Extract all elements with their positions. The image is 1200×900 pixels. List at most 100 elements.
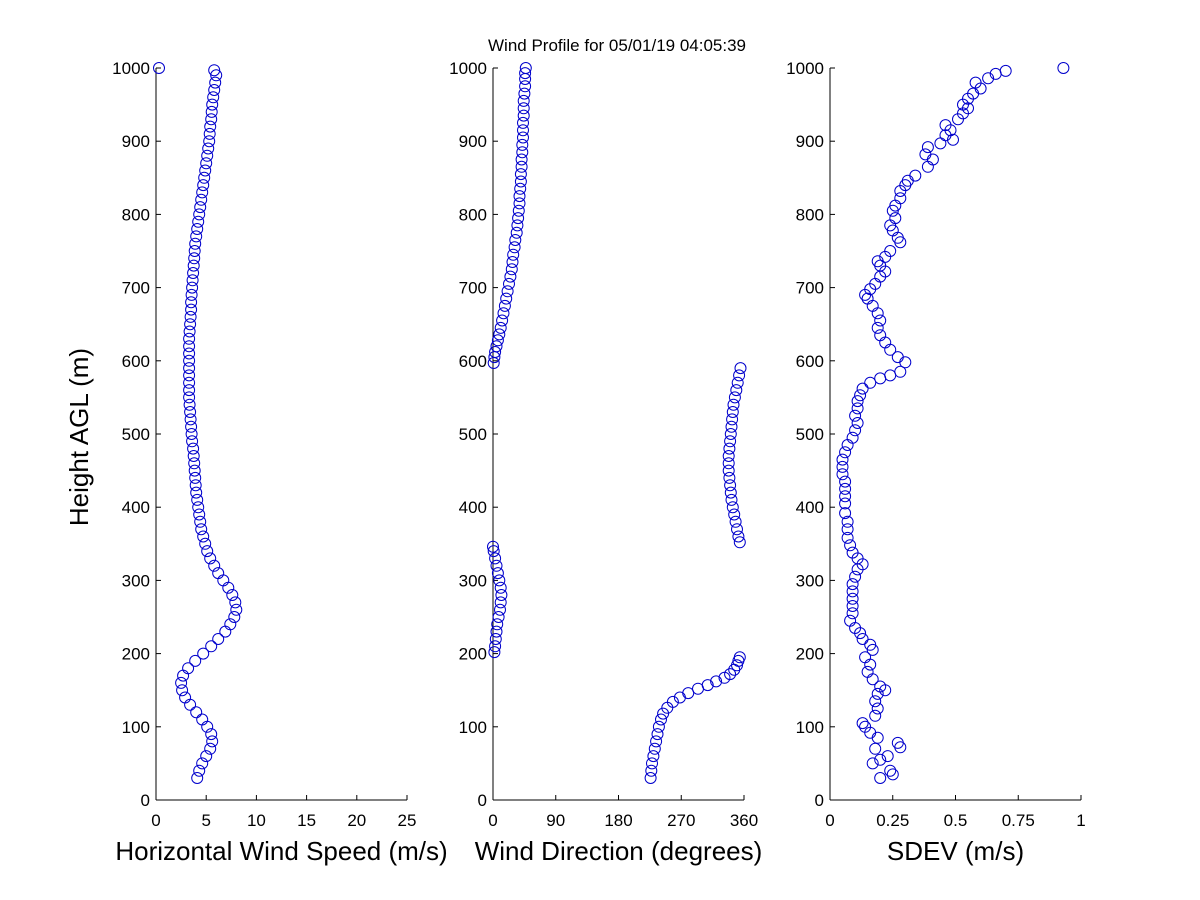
wind-direction-data-point <box>491 567 504 580</box>
wind-speed-y-tick-label: 100 <box>122 718 150 737</box>
wind-direction-data-point <box>722 457 735 470</box>
sdev-y-tick-label: 800 <box>796 205 824 224</box>
wind-direction-data-point <box>722 464 735 477</box>
wind-speed-data-point <box>183 332 196 345</box>
wind-direction-data-point <box>501 285 514 298</box>
wind-speed-data-point <box>208 64 221 77</box>
sdev-data-point <box>871 702 884 715</box>
wind-speed-data-point <box>186 435 199 448</box>
wind-speed-data-point <box>205 105 218 118</box>
sdev-data-point <box>921 141 934 154</box>
wind-direction-data-point <box>724 479 737 492</box>
sdev-data-point <box>869 742 882 755</box>
wind-direction-data-point <box>701 679 714 692</box>
wind-speed-data-point <box>191 493 204 506</box>
wind-speed-data-point <box>182 662 195 675</box>
sdev-data-point <box>839 507 852 520</box>
wind-speed-data-point <box>196 713 209 726</box>
sdev-x-tick-label: 0.5 <box>944 811 968 830</box>
wind-direction-data-point <box>490 625 503 638</box>
sdev-data-point <box>884 764 897 777</box>
wind-direction-data-point <box>489 552 502 565</box>
wind-direction-data-point <box>514 168 527 181</box>
wind-speed-data-point <box>200 157 213 170</box>
sdev-y-tick-label: 400 <box>796 498 824 517</box>
wind-speed-x-tick-label: 5 <box>201 811 210 830</box>
sdev-data-point <box>864 638 877 651</box>
sdev-data-point <box>844 539 857 552</box>
wind-speed-data-point <box>196 186 209 199</box>
sdev-data-point <box>871 255 884 268</box>
sdev-data-point <box>886 768 899 781</box>
wind-direction-data-point <box>648 742 661 755</box>
wind-speed-data-point <box>208 84 221 96</box>
wind-direction-data-point <box>493 328 506 341</box>
wind-direction-data-point <box>489 633 502 645</box>
wind-direction-data-point <box>497 307 510 320</box>
wind-direction-data-point <box>731 376 744 389</box>
sdev-data-point <box>969 76 982 89</box>
wind-direction-y-tick-label: 800 <box>459 205 487 224</box>
sdev-data-point <box>874 314 887 327</box>
wind-speed-data-point <box>184 413 197 426</box>
wind-speed-data-point <box>188 252 201 265</box>
wind-direction-data-point <box>516 138 529 151</box>
wind-direction-data-point <box>724 435 737 448</box>
wind-direction-data-point <box>496 314 509 327</box>
wind-speed-y-tick-label: 800 <box>122 205 150 224</box>
wind-speed-data-point <box>190 486 203 499</box>
sdev-data-point <box>889 212 902 225</box>
wind-speed-data-point <box>197 647 210 660</box>
sdev-data-point <box>874 753 887 766</box>
wind-direction-data-point <box>728 508 741 521</box>
wind-direction-data-point <box>517 94 530 107</box>
sdev-y-tick-label: 0 <box>815 791 824 810</box>
sdev-data-point <box>844 614 857 627</box>
wind-direction-data-point <box>494 603 506 616</box>
sdev-y-tick-label: 700 <box>796 279 824 298</box>
wind-speed-data-point <box>189 654 202 667</box>
wind-speed-data-point <box>188 245 201 257</box>
wind-direction-data-point <box>725 493 738 506</box>
wind-speed-data-point <box>203 127 216 140</box>
wind-direction-data-point <box>722 450 735 462</box>
sdev-x-tick-label: 0.25 <box>876 811 909 830</box>
sdev-y-tick-label: 900 <box>796 132 824 151</box>
wind-speed-data-point <box>205 113 218 126</box>
wind-direction-y-tick-label: 900 <box>459 132 487 151</box>
sdev-y-tick-label: 300 <box>796 571 824 590</box>
sdev-data-point <box>871 321 884 334</box>
sdev-y-tick-label: 1000 <box>786 59 824 78</box>
wind-direction-data-point <box>491 618 504 631</box>
wind-speed-data-point <box>176 684 189 697</box>
wind-direction-y-tick-label: 200 <box>459 645 487 664</box>
wind-speed-data-point <box>183 362 196 375</box>
wind-direction-data-point <box>733 651 746 664</box>
wind-direction-x-tick-label: 0 <box>488 811 497 830</box>
sdev-data-point <box>851 395 864 408</box>
wind-direction-data-point <box>723 442 736 455</box>
wind-speed-data-point <box>187 442 200 455</box>
sdev-data-point <box>861 292 874 305</box>
wind-speed-data-point <box>208 559 221 572</box>
sdev-data-point <box>999 64 1012 77</box>
wind-direction-data-point <box>512 212 525 225</box>
wind-direction-data-point <box>651 728 664 741</box>
wind-direction-data-point <box>489 640 502 653</box>
wind-direction-data-point <box>518 87 531 100</box>
wind-speed-data-point <box>207 91 220 104</box>
wind-direction-data-point <box>734 362 747 375</box>
wind-direction-data-point <box>487 545 500 558</box>
wind-direction-data-point <box>490 559 503 572</box>
wind-speed-x-tick-label: 10 <box>247 811 266 830</box>
wind-direction-data-point <box>488 646 501 659</box>
sdev-data-point <box>869 695 882 708</box>
wind-speed-y-tick-label: 500 <box>122 425 150 444</box>
wind-speed-data-point <box>202 142 215 155</box>
wind-speed-data-point <box>193 764 206 777</box>
wind-direction-data-point <box>489 346 502 358</box>
sdev-data-point <box>881 750 894 763</box>
wind-direction-data-point <box>514 175 527 188</box>
sdev-data-point <box>841 531 854 544</box>
wind-speed-data-point <box>184 310 197 323</box>
